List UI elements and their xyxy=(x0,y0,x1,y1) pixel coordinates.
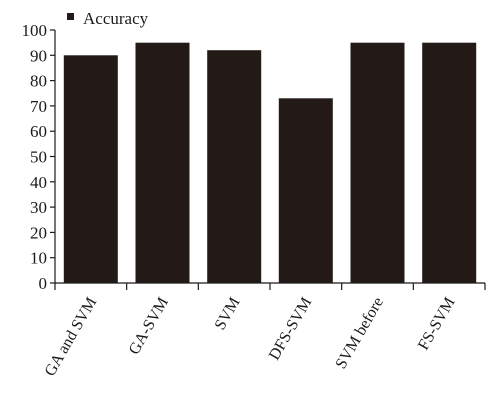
x-axis-labels: GA and SVM GA-SVM SVM DFS-SVM SVM before FS-S… xyxy=(42,294,459,379)
bar-3 xyxy=(207,50,262,284)
y-tick-label: 70 xyxy=(30,97,47,116)
y-tick-label: 10 xyxy=(30,249,47,268)
y-tick-label: 30 xyxy=(30,198,47,217)
y-tick-label: 90 xyxy=(30,46,47,65)
bar-4 xyxy=(278,98,333,283)
y-tick-label: 40 xyxy=(30,173,47,192)
x-category-label: DFS-SVM xyxy=(266,295,315,364)
y-axis-ticks: 0 10 20 30 40 50 60 70 80 90 100 xyxy=(22,21,55,293)
y-tick-label: 0 xyxy=(39,274,48,293)
legend-swatch xyxy=(67,13,74,20)
bar-6 xyxy=(422,42,477,284)
bars xyxy=(63,42,477,284)
bar-5 xyxy=(350,42,405,284)
x-category-label: GA and SVM xyxy=(42,295,101,380)
x-category-label: FS-SVM xyxy=(415,294,459,353)
y-tick-label: 20 xyxy=(30,223,47,242)
x-category-label: GA-SVM xyxy=(126,295,172,358)
legend: Accuracy xyxy=(67,9,149,28)
bar-2 xyxy=(135,42,190,284)
y-tick-label: 50 xyxy=(30,148,47,167)
bar-1 xyxy=(63,55,118,283)
y-tick-label: 100 xyxy=(22,21,48,40)
legend-label: Accuracy xyxy=(83,9,149,28)
x-category-label: SVM before xyxy=(332,295,386,372)
axes xyxy=(54,30,486,290)
y-tick-label: 60 xyxy=(30,122,47,141)
y-tick-label: 80 xyxy=(30,72,47,91)
x-category-label: SVM xyxy=(212,295,244,334)
